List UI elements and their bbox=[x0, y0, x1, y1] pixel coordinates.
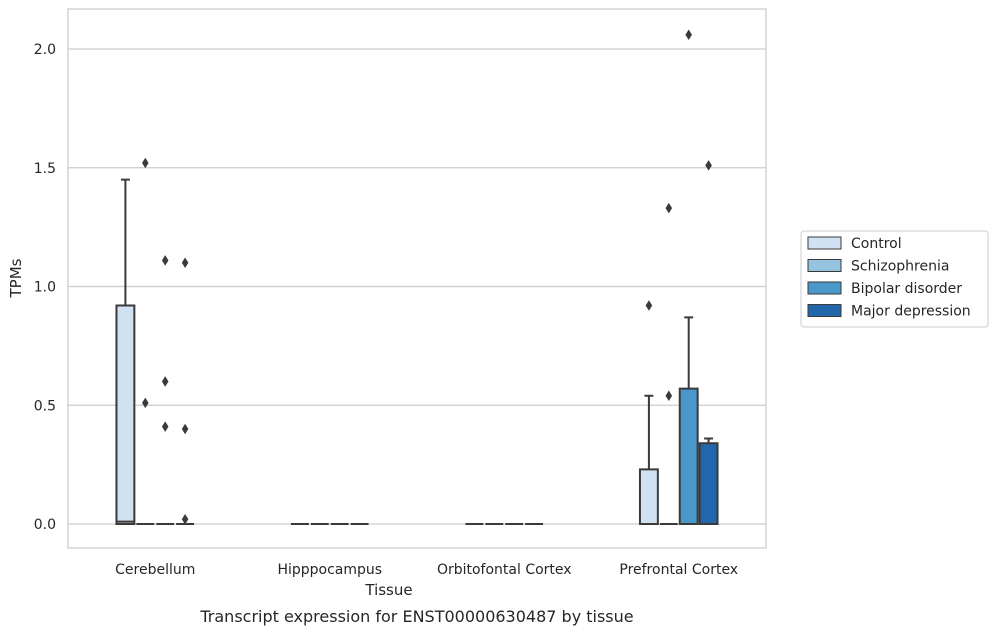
x-tick-label: Orbitofontal Cortex bbox=[437, 562, 572, 578]
outlier-point bbox=[181, 423, 189, 435]
legend-label: Control bbox=[851, 236, 902, 252]
outlier-point bbox=[665, 202, 673, 214]
y-tick-label: 0.5 bbox=[34, 398, 56, 414]
legend-frame bbox=[800, 230, 989, 328]
plot-frame bbox=[67, 8, 767, 549]
outlier-point bbox=[705, 160, 712, 171]
outlier-point bbox=[685, 29, 692, 40]
box bbox=[698, 442, 719, 525]
grid-lines bbox=[68, 48, 766, 525]
outlier-point bbox=[142, 157, 149, 169]
legend-label: Schizophrenia bbox=[851, 259, 949, 275]
outlier-point bbox=[142, 397, 149, 409]
outlier-point bbox=[181, 257, 189, 268]
box bbox=[638, 468, 659, 525]
outlier-point bbox=[161, 255, 169, 266]
x-tick-labels: Cerebellum Hipppocampus Orbitofontal Corte… bbox=[115, 562, 738, 578]
outlier-point bbox=[665, 390, 673, 401]
legend-swatch bbox=[807, 304, 842, 317]
chart-caption: Transcript expression for ENST0000063048… bbox=[199, 607, 633, 626]
box bbox=[115, 304, 136, 525]
legend-swatch bbox=[807, 236, 842, 250]
legend-swatch bbox=[807, 259, 842, 272]
box bbox=[678, 387, 699, 525]
legend-label: Major depression bbox=[851, 304, 971, 320]
outlier-point bbox=[645, 300, 653, 311]
plot-marks bbox=[115, 29, 719, 525]
y-tick-label: 1.5 bbox=[34, 161, 56, 177]
x-axis-label: Tissue bbox=[364, 581, 412, 599]
outlier-point bbox=[181, 514, 189, 525]
outlier-point bbox=[161, 376, 169, 387]
x-tick-label: Hipppocampus bbox=[277, 562, 382, 578]
y-tick-label: 0.0 bbox=[34, 517, 56, 533]
y-tick-labels: 0.0 0.5 1.0 1.5 2.0 bbox=[34, 42, 56, 533]
legend-label: Bipolar disorder bbox=[851, 281, 962, 297]
legend-swatch bbox=[807, 281, 842, 295]
y-tick-label: 2.0 bbox=[34, 42, 56, 58]
y-tick-label: 1.0 bbox=[34, 280, 56, 296]
y-axis-label: TPMs bbox=[7, 258, 25, 298]
x-tick-label: Cerebellum bbox=[115, 562, 195, 578]
legend: Control Schizophrenia Bipolar disorder Majo… bbox=[800, 230, 989, 328]
outlier-point bbox=[161, 421, 169, 432]
x-tick-label: Prefrontal Cortex bbox=[619, 562, 738, 578]
